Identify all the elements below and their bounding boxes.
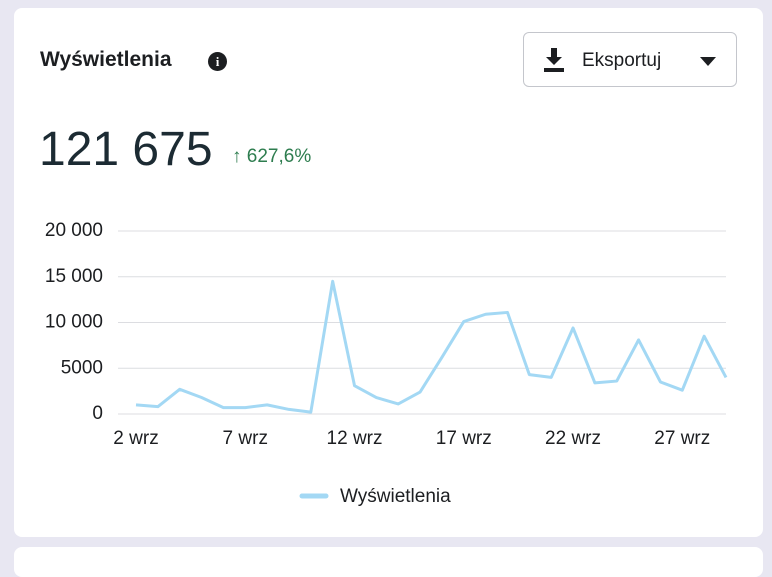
y-tick-label: 5000: [61, 357, 103, 378]
page: {"header": {"title": "Wyświetlenia", "ex…: [14, 8, 763, 577]
x-tick-label: 7 wrz: [223, 428, 268, 449]
card-title: Wyświetlenia: [40, 48, 172, 71]
y-tick-label: 20 000: [45, 220, 103, 241]
line-series: [135, 279, 728, 414]
y-tick-label: 15 000: [45, 266, 103, 287]
y-tick-label: 0: [92, 403, 103, 424]
x-tick-label: 17 wrz: [436, 428, 492, 449]
total-value: 121 675: [39, 123, 213, 176]
x-tick-label: 27 wrz: [654, 428, 710, 449]
export-button[interactable]: Eksportuj: [523, 32, 737, 87]
x-tick-label: 2 wrz: [113, 428, 158, 449]
x-tick-label: 12 wrz: [327, 428, 383, 449]
card: Wyświetlenia i Eksportuj 121 675 ↑ 627,6…: [14, 8, 763, 537]
x-tick-label: 22 wrz: [545, 428, 601, 449]
caret-icon: [700, 57, 716, 66]
chart: 0 5000 10 000 15 000 20 000 2 wrz 7 wrz 12 wrz…: [45, 220, 728, 507]
change-value: ↑ 627,6%: [232, 146, 312, 167]
download-icon: [544, 48, 564, 72]
y-tick-label: 10 000: [45, 312, 103, 333]
legend-label: Wyświetlenia: [340, 486, 451, 507]
button-label: Eksportuj: [582, 50, 662, 71]
info-icon[interactable]: i: [208, 52, 227, 71]
